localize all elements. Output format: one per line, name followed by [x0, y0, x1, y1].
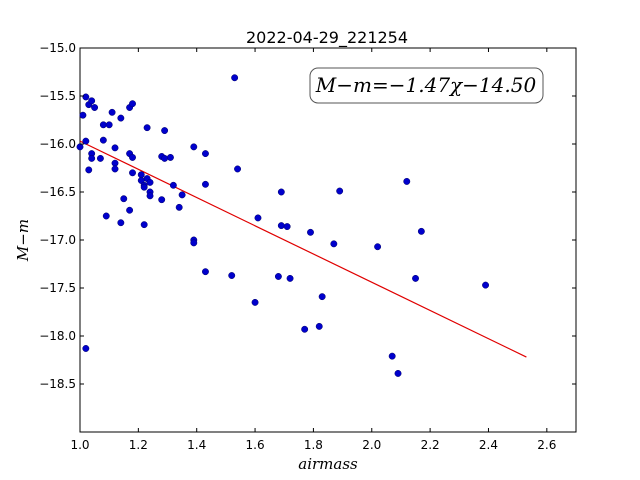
data-point [82, 93, 90, 101]
data-point [82, 137, 90, 145]
fit-annotation: M−m=−1.47χ−14.50 [309, 67, 544, 104]
data-point [307, 228, 314, 236]
y-tick-label: −15.5 [39, 89, 76, 103]
fit-line [79, 140, 527, 358]
data-point [111, 144, 119, 152]
data-point [301, 325, 309, 333]
data-point [161, 127, 169, 135]
data-point [403, 177, 411, 185]
data-point [126, 206, 134, 214]
data-point [315, 322, 323, 330]
x-tick-label: 2.4 [479, 438, 498, 452]
chart-title: 2022-04-29_221254 [246, 28, 408, 48]
data-point [117, 114, 125, 122]
axis-ticks [79, 47, 576, 432]
data-point [129, 153, 136, 161]
y-tick-label: −15.0 [39, 41, 76, 55]
x-tick-label: 1.0 [70, 438, 89, 452]
data-point [231, 74, 239, 82]
data-point [277, 222, 285, 230]
x-tick-label: 1.8 [304, 438, 323, 452]
data-point [105, 121, 113, 129]
data-point [76, 143, 84, 151]
plot-frame [79, 47, 577, 433]
data-point [274, 273, 282, 280]
data-point [374, 243, 382, 251]
data-point [146, 178, 154, 186]
data-point [175, 203, 183, 211]
data-point [190, 143, 198, 151]
data-point [166, 153, 174, 161]
y-tick-label: −18.5 [39, 377, 76, 391]
data-point [117, 219, 125, 227]
data-points [76, 74, 490, 377]
data-point [202, 268, 209, 276]
data-point [96, 154, 104, 162]
data-point [99, 121, 107, 129]
data-point [108, 108, 116, 116]
y-tick-labels: −15.0 −15.5 −16.0 −16.5 −17.0 −17.5 −18.0 −18.5 [39, 41, 76, 391]
data-point [99, 136, 107, 144]
y-tick-label: −16.5 [39, 185, 76, 199]
data-point [137, 171, 145, 179]
annotation-text: M−m=−1.47χ−14.50 [315, 73, 537, 97]
data-point [178, 191, 186, 199]
data-point [129, 169, 136, 177]
data-point [283, 223, 291, 231]
data-point [394, 369, 402, 377]
data-point [190, 239, 198, 247]
data-point [330, 240, 338, 248]
data-point [388, 352, 396, 360]
data-point [82, 345, 90, 352]
data-point [140, 183, 148, 191]
data-point [146, 192, 154, 200]
data-point [482, 281, 490, 289]
data-point [120, 195, 128, 203]
y-tick-label: −17.0 [39, 233, 76, 247]
y-tick-label: −17.5 [39, 281, 76, 295]
data-point [234, 165, 242, 173]
data-point [140, 221, 148, 229]
data-point [417, 227, 425, 235]
data-point [286, 274, 294, 282]
y-tick-label: −16.0 [39, 137, 76, 151]
data-point [111, 159, 119, 167]
data-point [161, 154, 169, 162]
data-point [102, 212, 110, 220]
data-point [143, 124, 151, 132]
fit-line-group [79, 140, 527, 358]
data-point [251, 298, 259, 306]
data-point [277, 188, 285, 196]
x-tick-label: 2.0 [362, 438, 381, 452]
data-point [254, 214, 262, 222]
data-point [202, 180, 209, 188]
data-point [111, 165, 119, 173]
data-point [158, 196, 166, 204]
data-point [336, 187, 344, 195]
x-axis-label: airmass [298, 455, 358, 473]
x-tick-labels: 1.0 1.2 1.4 1.6 1.8 2.0 2.2 2.4 2.6 [70, 438, 556, 452]
data-point [88, 154, 96, 162]
x-tick-label: 2.6 [537, 438, 556, 452]
data-point [228, 272, 236, 279]
x-tick-label: 2.2 [421, 438, 440, 452]
data-point [318, 293, 326, 301]
data-point [169, 181, 177, 189]
annotation-box [309, 67, 544, 104]
y-tick-label: −18.0 [39, 329, 76, 343]
data-point [202, 150, 209, 158]
data-point [412, 274, 419, 282]
x-tick-label: 1.2 [129, 438, 148, 452]
data-point [91, 104, 99, 111]
x-tick-label: 1.6 [246, 438, 265, 452]
data-point [85, 166, 93, 174]
data-point [79, 111, 87, 119]
data-point [129, 100, 136, 108]
data-point [88, 97, 96, 105]
y-axis-label: M−m [14, 219, 32, 262]
x-tick-label: 1.4 [187, 438, 206, 452]
